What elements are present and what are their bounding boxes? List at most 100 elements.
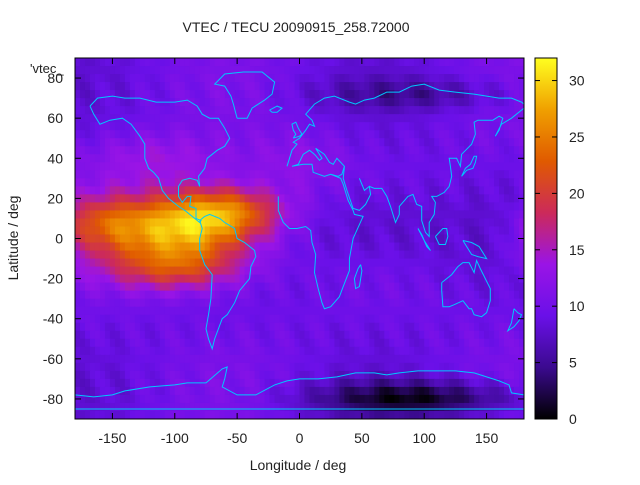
heatmap-cell bbox=[174, 106, 181, 115]
heatmap-cell bbox=[509, 138, 515, 147]
heatmap-cell bbox=[254, 122, 261, 131]
heatmap-cell bbox=[114, 90, 121, 99]
heatmap-cell bbox=[159, 162, 166, 171]
heatmap-cell bbox=[254, 90, 261, 99]
heatmap-cell bbox=[334, 82, 341, 91]
heatmap-cell bbox=[144, 114, 151, 123]
heatmap-cell bbox=[84, 274, 91, 284]
heatmap-cell bbox=[149, 178, 156, 187]
heatmap-cell bbox=[124, 250, 131, 260]
heatmap-cell bbox=[489, 370, 495, 380]
heatmap-cell bbox=[319, 290, 326, 300]
heatmap-cell bbox=[319, 202, 326, 212]
heatmap-cell bbox=[419, 362, 425, 372]
heatmap-cell bbox=[239, 386, 246, 396]
heatmap-cell bbox=[364, 386, 370, 396]
heatmap-cell bbox=[219, 106, 226, 115]
heatmap-cell bbox=[149, 362, 156, 372]
heatmap-cell bbox=[489, 66, 495, 75]
heatmap-cell bbox=[369, 218, 375, 228]
heatmap-cell bbox=[229, 106, 236, 115]
heatmap-cell bbox=[424, 98, 430, 107]
heatmap-cell bbox=[294, 410, 301, 419]
heatmap-cell bbox=[509, 338, 515, 348]
heatmap-cell bbox=[299, 306, 306, 316]
heatmap-cell bbox=[459, 162, 465, 171]
heatmap-cell bbox=[259, 202, 266, 212]
heatmap-cell bbox=[394, 138, 400, 147]
heatmap-cell bbox=[104, 338, 111, 348]
heatmap-cell bbox=[504, 274, 510, 284]
heatmap-cell bbox=[84, 170, 91, 179]
heatmap-cell bbox=[194, 130, 201, 139]
heatmap-cell bbox=[499, 322, 505, 332]
heatmap-cell bbox=[109, 402, 116, 412]
heatmap-cell bbox=[499, 98, 505, 107]
heatmap-cell bbox=[264, 130, 271, 139]
heatmap-cell bbox=[354, 234, 360, 244]
heatmap-cell bbox=[379, 258, 385, 268]
heatmap-cell bbox=[424, 210, 430, 220]
heatmap-cell bbox=[374, 98, 380, 107]
heatmap-cell bbox=[424, 58, 430, 67]
heatmap-cell bbox=[459, 194, 465, 203]
heatmap-cell bbox=[144, 394, 151, 404]
heatmap-cell bbox=[204, 306, 211, 316]
heatmap-cell bbox=[344, 114, 350, 123]
heatmap-cell bbox=[139, 306, 146, 316]
heatmap-cell bbox=[75, 66, 81, 75]
heatmap-cell bbox=[339, 362, 345, 372]
heatmap-cell bbox=[189, 274, 196, 284]
heatmap-cell bbox=[264, 234, 271, 244]
heatmap-cell bbox=[509, 322, 515, 332]
heatmap-cell bbox=[344, 290, 350, 300]
heatmap-cell bbox=[489, 58, 495, 67]
heatmap-cell bbox=[494, 298, 500, 308]
heatmap-cell bbox=[444, 338, 450, 348]
heatmap-cell bbox=[374, 386, 380, 396]
heatmap-cell bbox=[274, 106, 281, 115]
heatmap-cell bbox=[444, 74, 450, 83]
heatmap-cell bbox=[454, 370, 460, 380]
heatmap-cell bbox=[299, 410, 306, 419]
heatmap-cell bbox=[84, 106, 91, 115]
heatmap-cell bbox=[339, 394, 345, 404]
heatmap-cell bbox=[469, 66, 475, 75]
heatmap-cell bbox=[124, 218, 131, 228]
heatmap-cell bbox=[129, 362, 136, 372]
heatmap-cell bbox=[239, 82, 246, 91]
heatmap-cell bbox=[319, 402, 326, 412]
heatmap-cell bbox=[304, 178, 311, 187]
heatmap-cell bbox=[359, 186, 365, 195]
heatmap-cell bbox=[254, 210, 261, 220]
heatmap-cell bbox=[349, 218, 355, 228]
heatmap-cell bbox=[519, 266, 524, 276]
heatmap-cell bbox=[129, 138, 136, 147]
heatmap-cell bbox=[439, 186, 445, 195]
heatmap-cell bbox=[229, 370, 236, 380]
heatmap-cell bbox=[499, 250, 505, 260]
heatmap-cell bbox=[174, 250, 181, 260]
heatmap-cell bbox=[159, 298, 166, 308]
heatmap-cell bbox=[324, 338, 331, 348]
heatmap-cell bbox=[194, 162, 201, 171]
heatmap-cell bbox=[499, 210, 505, 220]
heatmap-cell bbox=[379, 178, 385, 187]
heatmap-cell bbox=[474, 274, 480, 284]
heatmap-cell bbox=[274, 266, 281, 276]
heatmap-cell bbox=[464, 370, 470, 380]
heatmap-cell bbox=[389, 298, 395, 308]
heatmap-cell bbox=[209, 58, 216, 67]
heatmap-cell bbox=[269, 354, 276, 364]
heatmap-cell bbox=[269, 258, 276, 268]
heatmap-cell bbox=[99, 346, 106, 356]
heatmap-cell bbox=[449, 250, 455, 260]
heatmap-cell bbox=[284, 274, 291, 284]
heatmap-cell bbox=[299, 106, 306, 115]
heatmap-cell bbox=[244, 330, 251, 340]
heatmap-cell bbox=[169, 242, 176, 252]
heatmap-cell bbox=[244, 202, 251, 212]
heatmap-cell bbox=[394, 266, 400, 276]
heatmap-cell bbox=[474, 410, 480, 419]
heatmap-cell bbox=[84, 186, 91, 195]
